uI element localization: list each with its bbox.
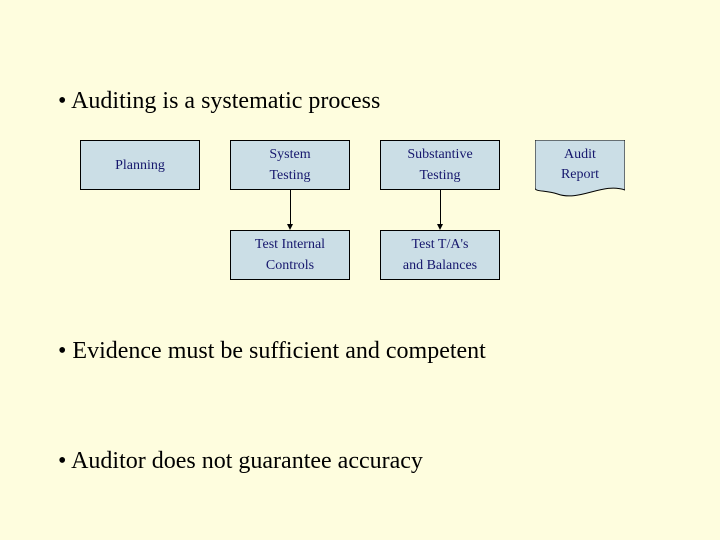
node-audit: AuditReport <box>535 140 625 200</box>
arrow-head-icon <box>287 224 293 230</box>
node-label: Controls <box>266 255 314 276</box>
bullet-3: Auditor does not guarantee accuracy <box>58 448 423 475</box>
node-label: Test T/A's <box>412 234 469 255</box>
bullet-2: Evidence must be sufficient and competen… <box>58 338 486 365</box>
node-label: Testing <box>269 165 310 186</box>
node-ta: Test T/A'sand Balances <box>380 230 500 280</box>
node-label: Test Internal <box>255 234 325 255</box>
node-label: and Balances <box>403 255 477 276</box>
node-label: System <box>269 144 310 165</box>
node-planning: Planning <box>80 140 200 190</box>
node-label: Substantive <box>407 144 472 165</box>
node-label: Testing <box>419 165 460 186</box>
arrow-system-internal <box>290 190 291 225</box>
arrow-head-icon <box>437 224 443 230</box>
node-label: Planning <box>115 155 165 176</box>
node-internal: Test InternalControls <box>230 230 350 280</box>
arrow-substantive-ta <box>440 190 441 225</box>
node-substantive: SubstantiveTesting <box>380 140 500 190</box>
bullet-1: Auditing is a systematic process <box>58 88 380 115</box>
node-label: Audit <box>564 145 596 165</box>
process-diagram: PlanningSystemTestingSubstantiveTestingA… <box>80 140 680 320</box>
node-system: SystemTesting <box>230 140 350 190</box>
node-label: Report <box>561 165 599 185</box>
